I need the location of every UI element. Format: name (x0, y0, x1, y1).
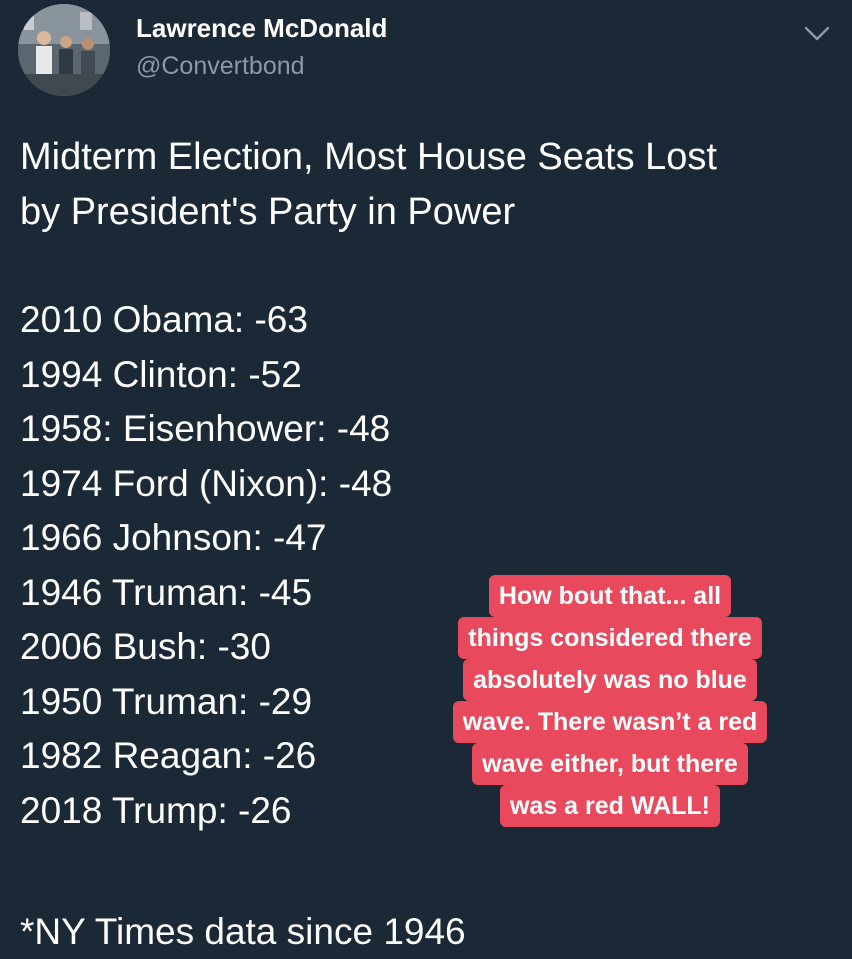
sticker-line: things considered there (458, 617, 762, 659)
author-handle[interactable]: @Convertbond (136, 52, 305, 80)
list-item: 1958: Eisenhower: -48 (20, 408, 391, 449)
seats-lost-list: 2010 Obama: -63 1994 Clinton: -52 1958: … (20, 293, 392, 838)
title-line: by President's Party in Power (20, 191, 516, 233)
footnote: *NY Times data since 1946 (20, 911, 466, 952)
list-item: 2010 Obama: -63 (20, 299, 308, 340)
list-item: 1994 Clinton: -52 (20, 353, 302, 395)
title-line: Midterm Election, Most House Seats Lost (20, 136, 717, 178)
list-item: 1966 Johnson: -47 (20, 517, 327, 558)
author-name[interactable]: Lawrence McDonald (136, 13, 388, 43)
list-item: 1974 Ford (Nixon): -48 (20, 462, 393, 504)
list-item: 1946 Truman: -45 (20, 571, 313, 613)
sticker-line: wave either, but there (472, 743, 748, 785)
list-item: 1950 Truman: -29 (20, 680, 313, 722)
chevron-down-icon[interactable] (803, 20, 831, 44)
sticker-line: absolutely was no blue (463, 659, 757, 701)
sticker-line: wave. There wasn’t a red (452, 701, 768, 743)
list-item: 1982 Reagan: -26 (20, 735, 317, 776)
avatar[interactable] (18, 4, 110, 96)
profile-photo-icon (18, 4, 110, 96)
tweet-title: Midterm Election, Most House Seats Lost … (20, 130, 840, 240)
list-item: 2018 Trump: -26 (20, 789, 292, 831)
sticker-line: was a red WALL! (499, 785, 721, 827)
annotation-sticker: How bout that... all things considered t… (410, 575, 810, 827)
list-item: 2006 Bush: -30 (20, 626, 271, 667)
sticker-line: How bout that... all (488, 575, 732, 617)
